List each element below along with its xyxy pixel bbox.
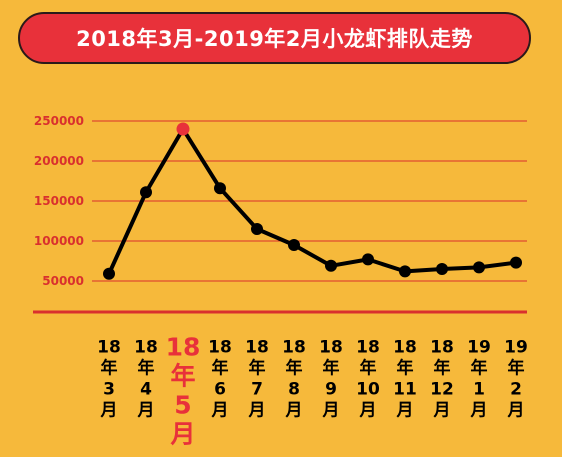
data-point: [176, 122, 190, 136]
data-point: [288, 239, 300, 251]
data-point: [362, 253, 374, 266]
chart-title-banner: 2018年3月-2019年2月小龙虾排队走势: [18, 12, 531, 64]
x-tick-label: 18 年 12 月: [430, 337, 454, 420]
chart-title: 2018年3月-2019年2月小龙虾排队走势: [76, 27, 473, 51]
y-tick-label: 150000: [34, 194, 84, 208]
x-tick-label: 18 年 4 月: [134, 337, 158, 420]
x-tick-label: 18 年 6 月: [208, 337, 232, 420]
x-tick-label: 18 年 9 月: [319, 337, 343, 420]
data-point: [103, 267, 115, 280]
data-point: [140, 186, 152, 199]
x-tick-label: 19 年 1 月: [467, 337, 491, 420]
x-tick-label: 18 年 10 月: [356, 337, 380, 420]
x-tick-label: 18 年 3 月: [97, 337, 121, 420]
x-tick-label: 18 年 7 月: [245, 337, 269, 420]
y-tick-label: 100000: [34, 234, 84, 248]
data-point: [399, 265, 411, 278]
y-tick-label: 200000: [34, 154, 84, 168]
series-line: [107, 127, 518, 276]
x-tick-label: 18 年 5 月: [166, 332, 201, 448]
data-point: [510, 256, 522, 269]
data-point: [436, 263, 448, 275]
data-point: [325, 259, 337, 272]
x-tick-label: 18 年 8 月: [282, 337, 306, 420]
data-point: [251, 223, 263, 235]
y-tick-label: 250000: [34, 114, 84, 128]
x-tick-label: 19 年 2 月: [504, 337, 528, 420]
data-point: [473, 261, 485, 274]
y-tick-label: 50000: [42, 274, 84, 288]
x-tick-label: 18 年 11 月: [393, 337, 417, 420]
data-point: [214, 182, 226, 195]
